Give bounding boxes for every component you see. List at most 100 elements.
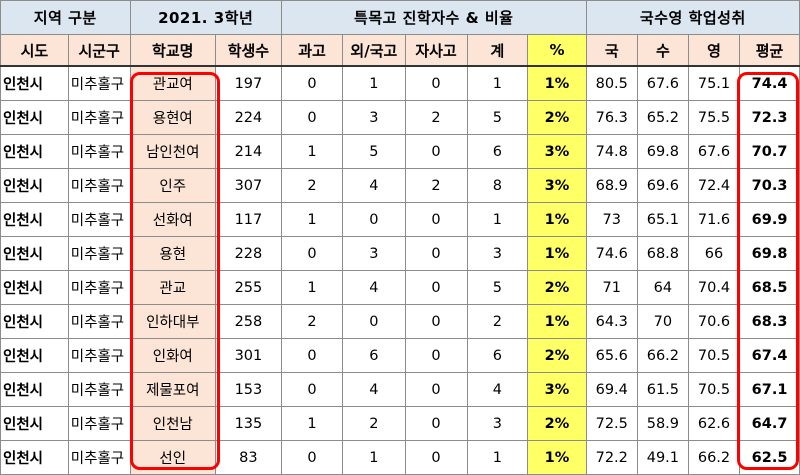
table-row: 인천시 미추홀구 제물포여 153 0 4 0 4 3% 69.4 61.5 70.5 67.1: [0, 372, 800, 407]
cell-sido: 인천시: [0, 100, 69, 135]
cell-foreign-hs: 2: [342, 406, 406, 441]
cell-math: 64: [636, 270, 689, 305]
cell-average: 72.3: [739, 100, 800, 135]
cell-science-hs: 2: [280, 304, 344, 339]
cell-school: 선인: [129, 440, 216, 475]
cell-science-hs: 1: [280, 270, 344, 305]
cell-foreign-hs: 6: [342, 338, 406, 373]
cell-percent: 3%: [527, 168, 587, 203]
cell-school: 제물포여: [129, 372, 216, 407]
cell-english: 70.5: [687, 372, 741, 407]
header-group-year: 2021. 3학년: [129, 0, 282, 35]
cell-total: 1: [466, 202, 529, 237]
cell-students: 307: [214, 168, 282, 203]
cell-students: 135: [214, 406, 282, 441]
col-header-private-hs: 자사고: [404, 34, 468, 67]
cell-english: 70.5: [687, 338, 741, 373]
cell-average: 64.7: [739, 406, 800, 441]
table-row: 인천시 미추홀구 남인천여 214 1 5 0 6 3% 74.8 69.8 67.6 70.7: [0, 134, 800, 169]
cell-school: 선화여: [129, 202, 216, 237]
cell-english: 66: [687, 236, 741, 271]
cell-sido: 인천시: [0, 372, 69, 407]
cell-korean: 73: [585, 202, 638, 237]
col-header-sigungu: 시군구: [67, 34, 131, 67]
cell-math: 66.2: [636, 338, 689, 373]
cell-foreign-hs: 4: [342, 168, 406, 203]
cell-sido: 인천시: [0, 168, 69, 203]
cell-total: 1: [466, 440, 529, 475]
col-header-science-hs: 과고: [280, 34, 344, 67]
cell-average: 67.4: [739, 338, 800, 373]
cell-average: 62.5: [739, 440, 800, 475]
cell-percent: 3%: [527, 372, 587, 407]
cell-percent: 1%: [527, 236, 587, 271]
cell-percent: 2%: [527, 100, 587, 135]
cell-private-hs: 0: [404, 338, 468, 373]
cell-math: 61.5: [636, 372, 689, 407]
cell-math: 70: [636, 304, 689, 339]
cell-sido: 인천시: [0, 406, 69, 441]
cell-english: 75.5: [687, 100, 741, 135]
cell-math: 69.6: [636, 168, 689, 203]
col-header-average: 평균: [739, 34, 800, 67]
cell-average: 68.5: [739, 270, 800, 305]
column-header-row: 시도 시군구 학교명 학생수 과고 외/국고 자사고 계 % 국 수 영 평균: [0, 34, 800, 67]
cell-total: 2: [466, 304, 529, 339]
cell-average: 70.7: [739, 134, 800, 169]
cell-students: 258: [214, 304, 282, 339]
cell-students: 224: [214, 100, 282, 135]
cell-students: 255: [214, 270, 282, 305]
cell-sigungu: 미추홀구: [67, 338, 131, 373]
cell-science-hs: 0: [280, 338, 344, 373]
cell-sido: 인천시: [0, 270, 69, 305]
header-group-row: 지역 구분 2021. 3학년 특목고 진학자수 & 비율 국수영 학업성취: [0, 0, 800, 35]
cell-percent: 1%: [527, 65, 587, 101]
table-row: 인천시 미추홀구 용현여 224 0 3 2 5 2% 76.3 65.2 75.5 72.3: [0, 100, 800, 135]
cell-percent: 1%: [527, 440, 587, 475]
cell-private-hs: 0: [404, 304, 468, 339]
cell-school: 용현: [129, 236, 216, 271]
cell-percent: 2%: [527, 406, 587, 441]
cell-korean: 72.2: [585, 440, 638, 475]
cell-private-hs: 0: [404, 372, 468, 407]
cell-foreign-hs: 1: [342, 440, 406, 475]
table-row: 인천시 미추홀구 인천남 135 1 2 0 3 2% 72.5 58.9 62.6 64.7: [0, 406, 800, 441]
cell-total: 6: [466, 338, 529, 373]
cell-average: 74.4: [739, 65, 800, 101]
cell-private-hs: 0: [404, 134, 468, 169]
cell-private-hs: 0: [404, 65, 468, 101]
col-header-math: 수: [636, 34, 689, 67]
cell-science-hs: 1: [280, 134, 344, 169]
col-header-sido: 시도: [0, 34, 69, 67]
cell-math: 65.1: [636, 202, 689, 237]
cell-english: 67.6: [687, 134, 741, 169]
cell-korean: 68.9: [585, 168, 638, 203]
cell-foreign-hs: 5: [342, 134, 406, 169]
cell-total: 8: [466, 168, 529, 203]
cell-math: 65.2: [636, 100, 689, 135]
cell-total: 5: [466, 270, 529, 305]
cell-korean: 65.6: [585, 338, 638, 373]
table-row: 인천시 미추홀구 용현 228 0 3 0 3 1% 74.6 68.8 66 69.8: [0, 236, 800, 271]
cell-foreign-hs: 3: [342, 236, 406, 271]
cell-sido: 인천시: [0, 338, 69, 373]
cell-science-hs: 2: [280, 168, 344, 203]
col-header-school: 학교명: [129, 34, 216, 67]
cell-sigungu: 미추홀구: [67, 372, 131, 407]
cell-private-hs: 0: [404, 406, 468, 441]
cell-korean: 64.3: [585, 304, 638, 339]
cell-private-hs: 0: [404, 202, 468, 237]
cell-science-hs: 1: [280, 406, 344, 441]
cell-sigungu: 미추홀구: [67, 134, 131, 169]
cell-total: 1: [466, 65, 529, 101]
cell-sigungu: 미추홀구: [67, 440, 131, 475]
cell-average: 67.1: [739, 372, 800, 407]
cell-average: 69.9: [739, 202, 800, 237]
cell-percent: 3%: [527, 134, 587, 169]
cell-school: 인주: [129, 168, 216, 203]
col-header-students: 학생수: [214, 34, 282, 67]
cell-students: 83: [214, 440, 282, 475]
cell-total: 5: [466, 100, 529, 135]
table-row: 인천시 미추홀구 인주 307 2 4 2 8 3% 68.9 69.6 72.4 70.3: [0, 168, 800, 203]
